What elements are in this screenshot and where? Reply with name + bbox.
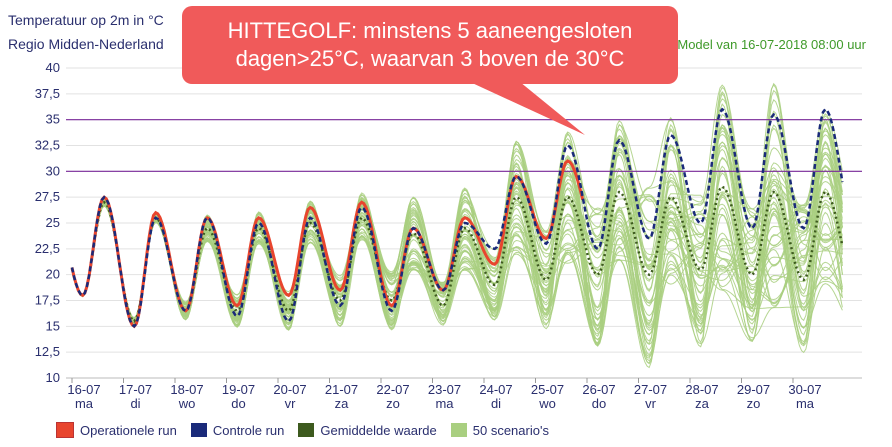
x-tick-day: ma xyxy=(75,396,94,411)
x-tick-day: zo xyxy=(386,396,400,411)
y-tick-label: 30 xyxy=(46,163,60,178)
y-tick-label: 22,5 xyxy=(35,241,60,256)
chart-title: Temperatuur op 2m in °C xyxy=(8,12,164,28)
x-tick-date: 19-07 xyxy=(222,382,255,397)
region-label: Regio Midden-Nederland xyxy=(8,36,164,52)
y-tick-label: 27,5 xyxy=(35,189,60,204)
x-tick-day: di xyxy=(491,396,501,411)
legend-label-50-scenarios: 50 scenario's xyxy=(472,422,549,438)
x-tick-day: ma xyxy=(796,396,815,411)
y-tick-label: 12,5 xyxy=(35,344,60,359)
x-tick-date: 22-07 xyxy=(376,382,409,397)
x-tick-day: wo xyxy=(178,396,196,411)
x-tick-day: do xyxy=(592,396,606,411)
x-tick-day: za xyxy=(695,396,710,411)
x-tick-date: 20-07 xyxy=(273,382,306,397)
legend-item-operationele-run[interactable]: Operationele run xyxy=(56,422,177,438)
legend-label-controle-run: Controle run xyxy=(212,422,285,438)
x-tick-date: 18-07 xyxy=(170,382,203,397)
legend: Operationele run Controle run Gemiddelde… xyxy=(56,422,549,438)
x-tick-date: 25-07 xyxy=(531,382,564,397)
x-tick-day: zo xyxy=(747,396,761,411)
heatwave-callout: HITTEGOLF: minstens 5 aaneengesloten dag… xyxy=(182,6,678,84)
x-tick-day: ma xyxy=(435,396,454,411)
y-tick-label: 37,5 xyxy=(35,86,60,101)
legend-item-controle-run[interactable]: Controle run xyxy=(190,422,285,438)
x-tick-date: 26-07 xyxy=(582,382,615,397)
x-tick-date: 27-07 xyxy=(634,382,667,397)
x-tick-day: vr xyxy=(285,396,297,411)
model-run-label: Model van 16-07-2018 08:00 uur xyxy=(677,37,866,52)
legend-swatch-gemiddelde-waarde xyxy=(298,423,315,437)
y-tick-label: 32,5 xyxy=(35,138,60,153)
legend-swatch-50-scenarios xyxy=(450,423,467,437)
y-tick-label: 15 xyxy=(46,318,60,333)
y-tick-label: 17,5 xyxy=(35,293,60,308)
x-tick-date: 23-07 xyxy=(428,382,461,397)
x-tick-day: wo xyxy=(538,396,556,411)
x-tick-date: 24-07 xyxy=(479,382,512,397)
x-tick-date: 16-07 xyxy=(67,382,100,397)
legend-label-operationele-run: Operationele run xyxy=(80,422,177,438)
x-tick-day: di xyxy=(130,396,140,411)
x-tick-date: 17-07 xyxy=(119,382,152,397)
control-run-line xyxy=(70,107,844,329)
x-tick-day: za xyxy=(335,396,350,411)
legend-item-gemiddelde-waarde[interactable]: Gemiddelde waarde xyxy=(298,422,437,438)
x-tick-date: 21-07 xyxy=(325,382,358,397)
mean-line xyxy=(70,185,844,323)
callout-line-2: dagen>25°C, waarvan 3 boven de 30°C xyxy=(235,46,625,71)
legend-swatch-operationele-run xyxy=(56,422,74,438)
legend-item-50-scenarios[interactable]: 50 scenario's xyxy=(450,422,549,438)
y-tick-label: 25 xyxy=(46,215,60,230)
x-tick-day: do xyxy=(231,396,245,411)
x-tick-date: 29-07 xyxy=(737,382,770,397)
x-tick-date: 28-07 xyxy=(685,382,718,397)
y-tick-label: 20 xyxy=(46,267,60,282)
x-tick-day: vr xyxy=(645,396,657,411)
operational-run-line xyxy=(70,159,585,329)
y-tick-label: 35 xyxy=(46,112,60,127)
y-tick-label: 10 xyxy=(46,370,60,385)
legend-swatch-controle-run xyxy=(190,423,207,437)
legend-label-gemiddelde-waarde: Gemiddelde waarde xyxy=(320,422,437,438)
callout-line-1: HITTEGOLF: minstens 5 aaneengesloten xyxy=(227,18,633,43)
y-tick-label: 40 xyxy=(46,60,60,75)
scenario-line xyxy=(71,141,843,344)
x-tick-date: 30-07 xyxy=(788,382,821,397)
